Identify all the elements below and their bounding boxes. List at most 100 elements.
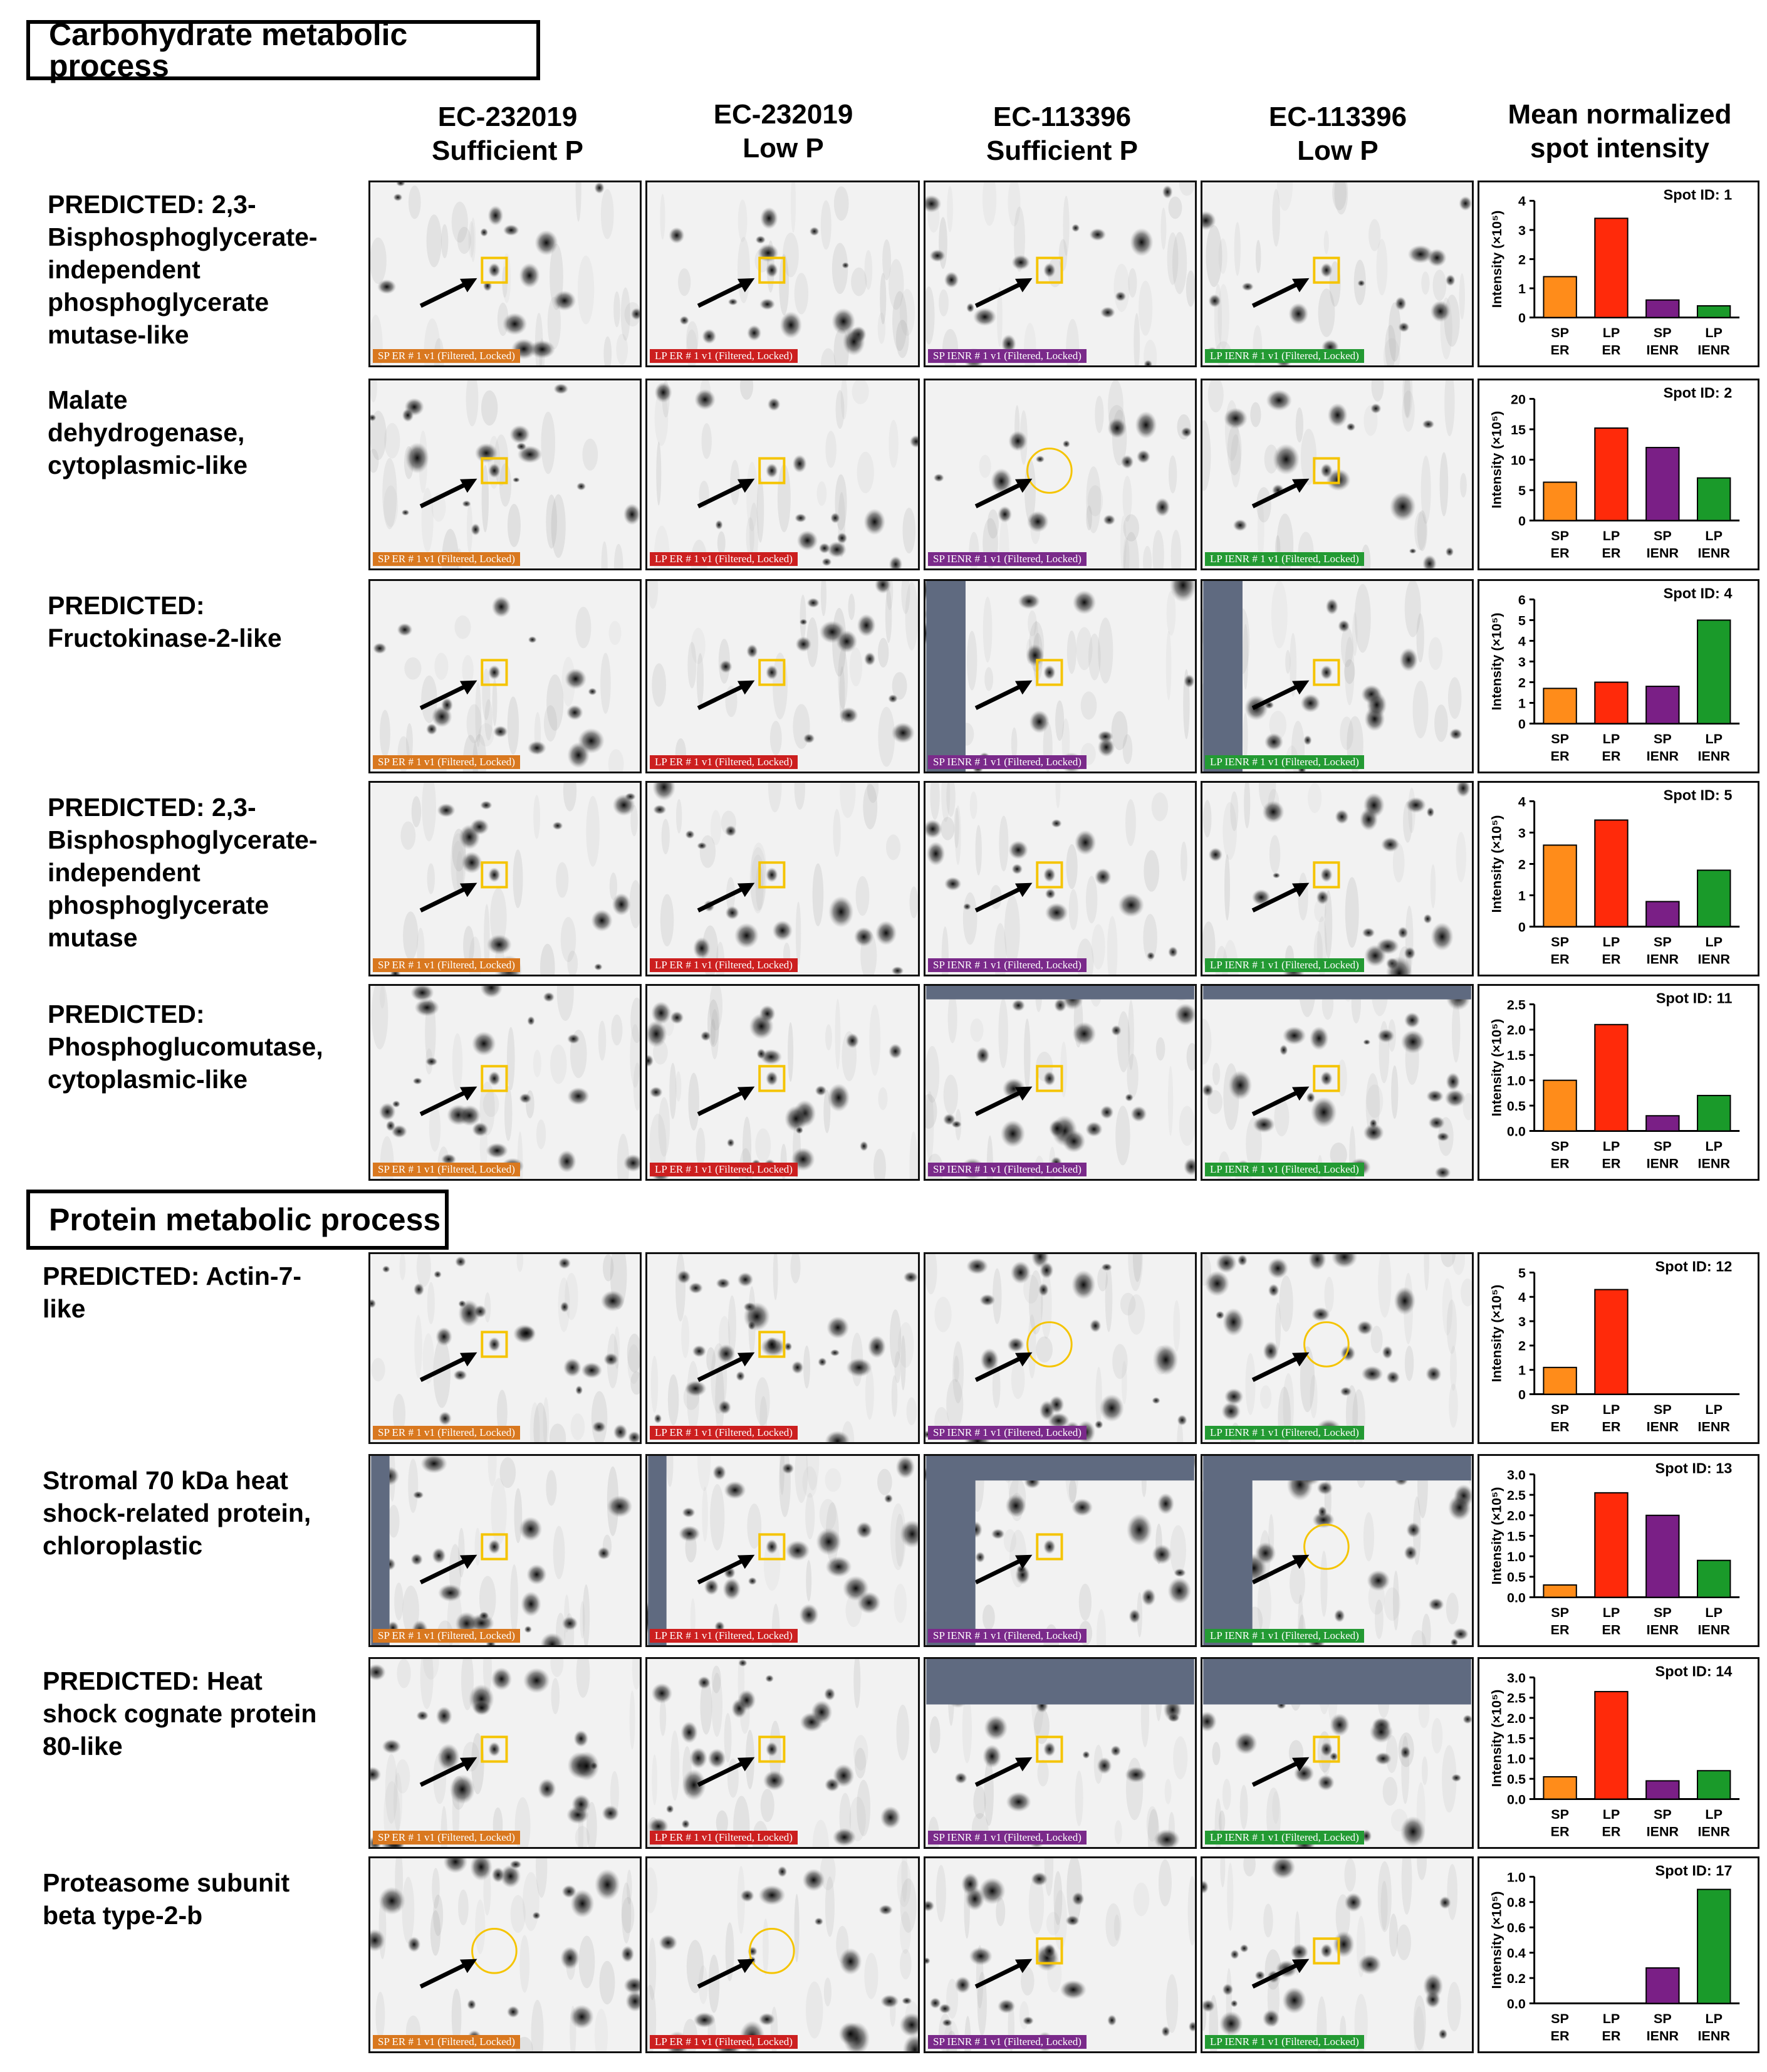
protein-spot — [815, 1085, 827, 1096]
protein-spot — [1363, 1039, 1371, 1045]
arrow-icon — [974, 1959, 1033, 1989]
gel-sample-tag: LP ER # 1 v1 (Filtered, Locked) — [650, 1831, 798, 1844]
gel-spots — [1202, 581, 1463, 772]
protein-spot — [1374, 1752, 1392, 1766]
protein-spot — [1130, 1106, 1147, 1122]
protein-spot — [512, 477, 520, 483]
gel-sample-tag: LP ER # 1 v1 (Filtered, Locked) — [650, 349, 798, 363]
protein-spot — [799, 619, 808, 625]
arrow-icon — [419, 680, 477, 710]
x-tick-label: ER — [1602, 342, 1621, 357]
protein-spot — [1309, 1026, 1329, 1050]
protein-spot — [1011, 999, 1026, 1012]
gel-image: LP ER # 1 v1 (Filtered, Locked) — [645, 1252, 920, 1444]
protein-spot — [1376, 938, 1399, 955]
protein-spot — [1382, 1346, 1394, 1359]
protein-spot — [503, 224, 519, 236]
x-tick-label: LP — [1705, 325, 1723, 340]
protein-spot — [1141, 1588, 1156, 1606]
protein-spot — [432, 1547, 446, 1564]
gel-image: LP IENR # 1 v1 (Filtered, Locked) — [1201, 579, 1474, 773]
protein-spot — [758, 1885, 786, 1906]
spot-highlight-box — [481, 1533, 508, 1561]
gel-spots — [370, 1858, 640, 2051]
chart-title: Spot ID: 1 — [1664, 186, 1733, 202]
y-tick-label: 15 — [1511, 422, 1526, 437]
spot-highlight-box — [481, 659, 508, 686]
protein-spot — [370, 1663, 386, 1681]
protein-spot — [1184, 1158, 1195, 1176]
arrow-icon — [1251, 680, 1310, 710]
protein-spot — [1118, 892, 1145, 918]
protein-spot — [749, 1013, 774, 1040]
gel-spots — [370, 1659, 640, 1847]
protein-spot — [1103, 514, 1116, 526]
gel-spots — [647, 1858, 918, 2051]
bar — [1645, 901, 1680, 928]
protein-spot — [954, 1772, 967, 1784]
protein-spot — [1282, 1026, 1306, 1045]
protein-spot — [602, 1805, 620, 1822]
protein-spot — [1357, 1321, 1373, 1336]
bar — [1697, 477, 1731, 521]
protein-spot — [441, 1153, 457, 1165]
bar — [1594, 217, 1629, 318]
spot-highlight-box — [758, 1533, 786, 1561]
protein-spot — [1128, 1609, 1141, 1624]
gel-spots — [650, 1254, 918, 1442]
protein-spot — [799, 1604, 819, 1626]
protein-spot — [449, 1774, 476, 1804]
arrow-icon — [419, 1086, 477, 1116]
gel-image: SP IENR # 1 v1 (Filtered, Locked) — [924, 379, 1197, 570]
protein-spot — [692, 1345, 707, 1358]
x-tick-label: ER — [1602, 2028, 1620, 2043]
protein-spot — [1100, 306, 1115, 318]
protein-spot — [410, 1553, 423, 1566]
protein-spot — [414, 998, 440, 1017]
arrow-icon — [1251, 1959, 1310, 1989]
protein-spot — [1089, 1319, 1102, 1332]
protein-spot — [538, 1778, 556, 1799]
protein-spot — [1363, 1123, 1384, 1142]
x-tick-label: IENR — [1647, 1823, 1679, 1839]
protein-spot — [382, 1739, 402, 1754]
protein-label: PREDICTED: Heat shock cognate protein 80… — [43, 1666, 317, 1761]
gel-image: LP IENR # 1 v1 (Filtered, Locked) — [1201, 1856, 1474, 2053]
spot-highlight-box — [1036, 861, 1063, 889]
protein-spot — [678, 1525, 701, 1542]
protein-spot — [758, 2012, 776, 2026]
gel-image: LP ER # 1 v1 (Filtered, Locked) — [645, 781, 920, 976]
protein-spot — [519, 1517, 543, 1541]
protein-spot — [1346, 422, 1356, 431]
spot-highlight-box — [758, 861, 786, 889]
protein-spot — [1431, 922, 1454, 951]
chart-title: Spot ID: 2 — [1664, 384, 1733, 400]
protein-spot — [1361, 1366, 1384, 1383]
protein-spot — [855, 1521, 873, 1539]
arrow-icon — [974, 1086, 1033, 1116]
protein-spot — [1097, 737, 1115, 757]
protein-spot — [1038, 1283, 1049, 1297]
y-tick-label: 2.0 — [1507, 1710, 1526, 1726]
gel-sample-tag: SP ER # 1 v1 (Filtered, Locked) — [373, 349, 520, 363]
protein-spot — [412, 1490, 424, 1499]
section-title-text: Protein metabolic process — [49, 1202, 441, 1237]
protein-spot — [1423, 914, 1432, 924]
x-tick-label: SP — [1654, 325, 1672, 340]
protein-spot — [654, 382, 672, 403]
protein-spot — [1233, 519, 1248, 531]
protein-spot — [1329, 1752, 1338, 1761]
protein-spot — [437, 803, 456, 818]
chart-title: Spot ID: 12 — [1655, 1258, 1733, 1274]
protein-spot — [438, 1411, 452, 1426]
protein-spot — [1154, 498, 1170, 517]
protein-spot — [694, 389, 716, 411]
protein-spot — [825, 1556, 852, 1578]
protein-spot — [724, 825, 737, 837]
protein-spot — [670, 1011, 684, 1025]
protein-spot — [933, 473, 944, 483]
x-tick-label: ER — [1602, 1823, 1621, 1839]
protein-spot — [784, 1106, 808, 1132]
protein-spot — [630, 308, 640, 320]
protein-spot — [727, 298, 738, 306]
